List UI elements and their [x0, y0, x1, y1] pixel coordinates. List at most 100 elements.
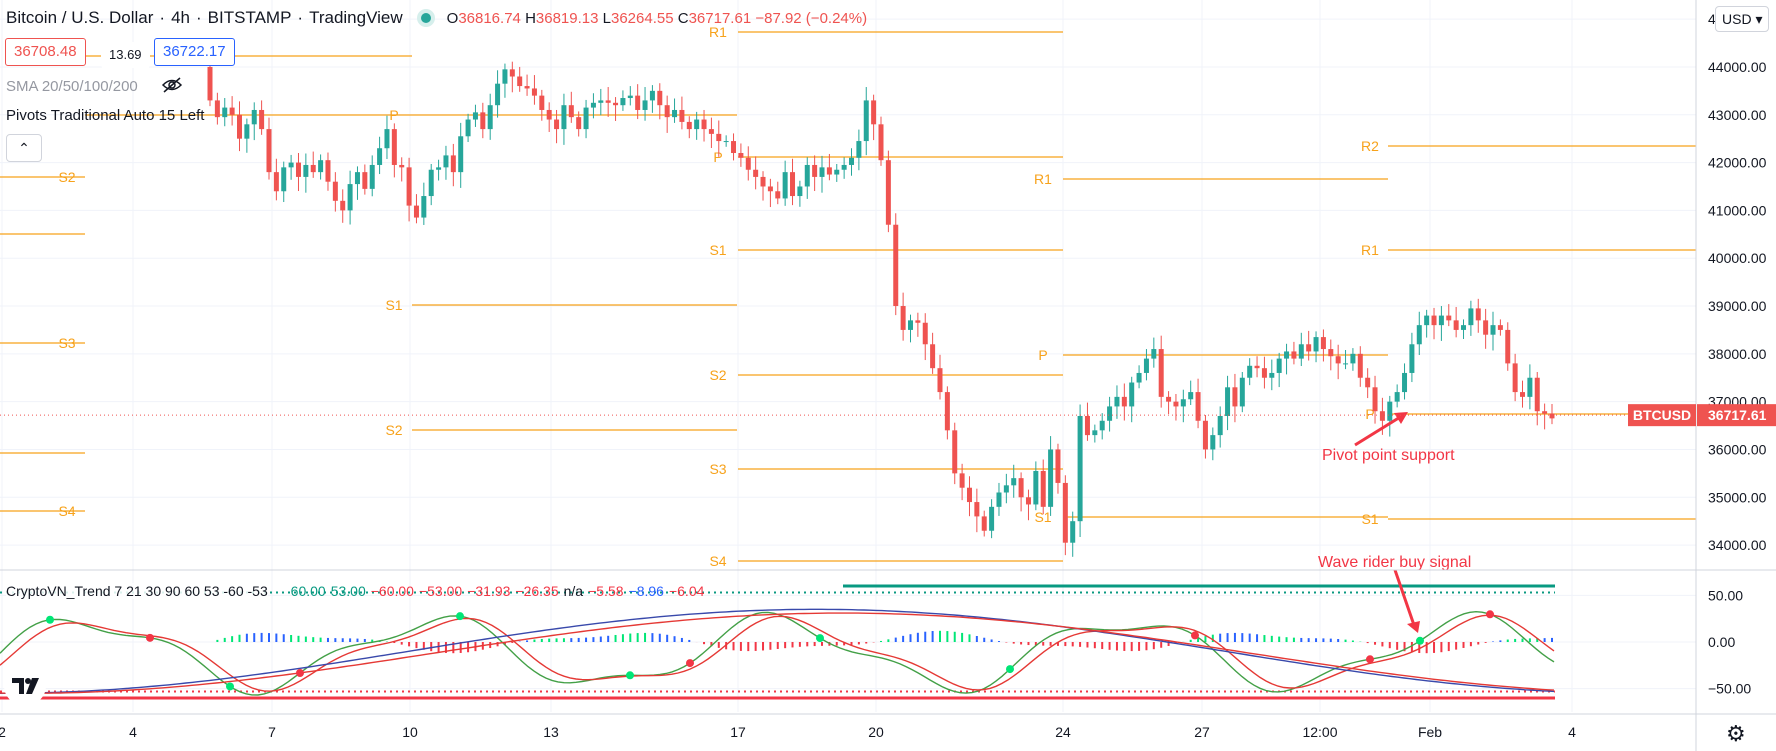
pivot-level-label: S1: [385, 297, 402, 313]
oscillator-value: −8.96: [628, 583, 664, 599]
symbol-tag-bg: [1628, 404, 1696, 427]
candle-body: [1254, 365, 1260, 369]
time-tick-label: 4: [1568, 724, 1576, 740]
candle-body: [642, 100, 648, 110]
candle-body: [981, 516, 987, 531]
pivot-level-label: S1: [709, 242, 726, 258]
candle-body: [222, 107, 228, 118]
candle-body: [487, 105, 493, 130]
buy-button[interactable]: 36722.17: [154, 38, 235, 66]
candle-body: [907, 320, 913, 330]
candle-body: [1461, 325, 1467, 330]
pivot-level-label: S2: [58, 169, 75, 185]
hidden-eye-icon[interactable]: [161, 76, 183, 94]
candle-body: [885, 160, 891, 225]
candle-body: [723, 141, 729, 143]
candle-body: [1166, 396, 1172, 402]
time-tick-label: 7: [268, 724, 276, 740]
candle-body: [377, 148, 383, 165]
candle-body: [1202, 420, 1208, 450]
market-status-icon[interactable]: [420, 13, 431, 23]
candle-body: [340, 200, 346, 211]
candle-body: [561, 105, 567, 130]
candle-body: [900, 306, 906, 330]
candle-body: [1379, 411, 1385, 421]
candle-body: [1062, 482, 1068, 543]
oscillator-value: −60.00: [370, 583, 414, 599]
candle-body: [672, 109, 678, 118]
candle-body: [1003, 485, 1009, 493]
candle-body: [1335, 356, 1341, 364]
candle-body: [826, 167, 832, 175]
candle-body: [959, 473, 965, 488]
oscillator-value: −26.35: [515, 583, 559, 599]
candle-body: [1276, 358, 1282, 373]
pivot-level-label: P: [1365, 406, 1374, 422]
collapse-legend-button[interactable]: ⌃: [6, 134, 42, 162]
oscillator-value: −6.04: [668, 583, 705, 599]
candle-body: [1084, 415, 1090, 436]
candle-body: [1328, 349, 1334, 357]
candle-body: [745, 157, 751, 170]
candle-body: [613, 102, 619, 106]
osc-tick-label: 50.00: [1708, 587, 1743, 603]
sma-indicator-label[interactable]: SMA 20/50/100/200: [6, 78, 138, 95]
candle-body: [325, 160, 331, 182]
candle-body: [1239, 377, 1245, 407]
oscillator-name: CryptoVN_Trend 7 21 30 90 60 53 -60 -53: [6, 583, 268, 599]
slow-wave-line: [0, 614, 1555, 692]
candle-body: [509, 69, 515, 77]
candle-body: [944, 392, 950, 431]
oscillator-pane: [0, 584, 1555, 700]
price-tick-label: 36000.00: [1708, 441, 1767, 457]
candle-body: [1402, 372, 1408, 393]
candle-body: [244, 124, 250, 139]
candle-body: [1438, 315, 1444, 326]
candle-body: [539, 95, 545, 110]
candle-body: [583, 107, 589, 130]
candle-body: [1158, 349, 1164, 397]
pivot-level-label: R1: [709, 24, 727, 40]
candle-body: [1011, 478, 1017, 486]
oscillator-legend[interactable]: CryptoVN_Trend 7 21 30 90 60 53 -60 -53 …: [6, 583, 709, 599]
candle-body: [1129, 382, 1135, 407]
currency-select[interactable]: USD ▾: [1715, 6, 1770, 32]
pivot-arrow: [1354, 412, 1406, 447]
oscillator-value: −5.58: [588, 583, 624, 599]
candle-body: [1210, 435, 1216, 450]
tradingview-logo[interactable]: [4, 667, 46, 705]
candle-body: [1409, 344, 1415, 373]
candle-body: [1497, 325, 1503, 330]
candle-body: [679, 109, 685, 122]
candle-body: [731, 141, 737, 154]
candle-body: [1549, 413, 1555, 419]
annotations: Pivot point support Wave rider buy signal: [1318, 412, 1471, 633]
symbol-tag: BTCUSD: [1633, 407, 1691, 423]
candle-body: [590, 102, 596, 108]
pivots-indicator-label[interactable]: Pivots Traditional Auto 15 Left: [6, 107, 205, 124]
candle-body: [576, 117, 582, 130]
chart-header[interactable]: Bitcoin / U.S. Dollar · 4h · BITSTAMP · …: [6, 8, 868, 27]
candle-body: [775, 191, 781, 199]
candle-body: [1446, 315, 1452, 321]
exchange-label: BITSTAMP: [207, 8, 292, 27]
candle-body: [1416, 325, 1422, 345]
candlestick-series: [207, 61, 1555, 557]
candle-body: [236, 114, 242, 139]
candle-body: [1394, 392, 1400, 402]
candle-body: [1048, 449, 1054, 507]
pivot-level-label: R2: [1361, 138, 1379, 154]
oscillator-value: −31.93: [467, 583, 511, 599]
candle-body: [1018, 478, 1024, 498]
sell-button[interactable]: 36708.48: [5, 38, 86, 66]
interval-label[interactable]: 4h: [171, 8, 190, 27]
candle-body: [605, 100, 611, 103]
osc-tick-label: 0.00: [1708, 634, 1735, 650]
price-tick-label: 42000.00: [1708, 155, 1767, 171]
candle-body: [436, 167, 442, 170]
symbol-name[interactable]: Bitcoin / U.S. Dollar: [6, 8, 154, 27]
price-tick-label: 39000.00: [1708, 298, 1767, 314]
pivot-level-label: P: [1038, 347, 1047, 363]
gear-icon[interactable]: ⚙: [1726, 721, 1746, 746]
